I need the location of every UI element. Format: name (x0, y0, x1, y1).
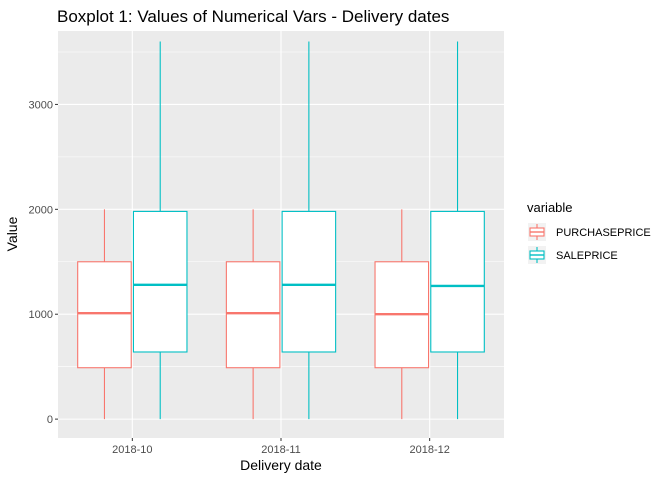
box-purchaseprice-2018-10 (77, 209, 132, 420)
y-tick-label: 3000 (29, 99, 53, 111)
legend-label: PURCHASEPRICE (556, 227, 651, 239)
y-axis-title: Value (4, 216, 20, 251)
legend-items: PURCHASEPRICE SALEPRICE (528, 223, 651, 264)
box-saleprice-2018-10 (132, 41, 188, 420)
x-axis-ticks: 2018-10 2018-11 2018-12 (112, 438, 450, 456)
box-purchaseprice-2018-12 (374, 209, 430, 420)
x-tick-label: 2018-10 (112, 444, 152, 456)
legend-item-saleprice: SALEPRICE (528, 246, 618, 264)
box-body (281, 210, 337, 353)
y-tick-label: 0 (47, 414, 53, 426)
y-axis-ticks: 0 1000 2000 3000 (29, 99, 58, 426)
chart-title: Boxplot 1: Values of Numerical Vars - De… (57, 7, 449, 26)
box-purchaseprice-2018-11 (225, 209, 281, 420)
box-body (430, 210, 485, 353)
y-tick-label: 2000 (29, 204, 53, 216)
legend-label: SALEPRICE (556, 250, 618, 262)
gridlines (58, 31, 504, 438)
x-tick-label: 2018-11 (261, 444, 301, 456)
box-saleprice-2018-11 (281, 41, 337, 420)
legend-title: variable (527, 200, 573, 215)
boxes (77, 41, 485, 420)
box-body (225, 261, 281, 369)
x-tick-label: 2018-12 (409, 444, 449, 456)
legend-item-purchaseprice: PURCHASEPRICE (528, 223, 651, 241)
box-saleprice-2018-12 (430, 41, 485, 420)
x-axis-title: Delivery date (240, 457, 322, 473)
y-tick-label: 1000 (29, 309, 53, 321)
legend: variable PURCHASEPRICE SALEPRICE (527, 200, 651, 264)
box-body (132, 210, 188, 353)
box-body (77, 261, 132, 369)
